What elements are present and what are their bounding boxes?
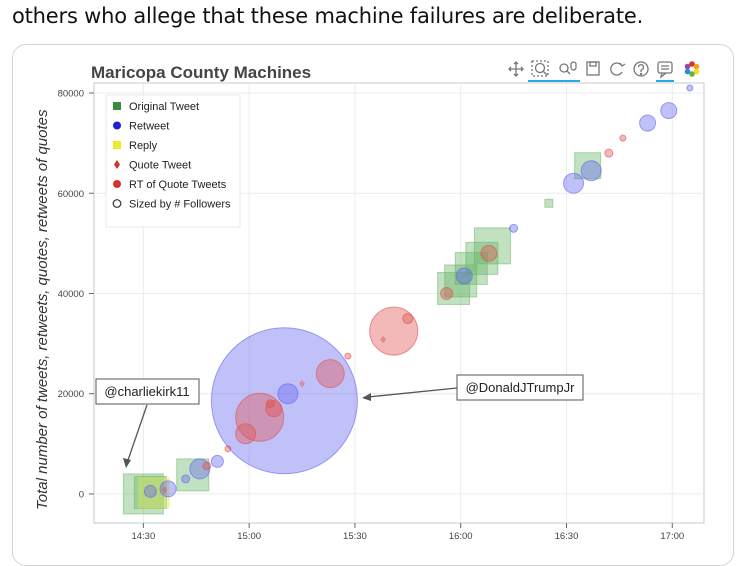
data-point-rt-of-quote-tweets[interactable]	[202, 461, 212, 471]
x-tick-label: 16:00	[449, 531, 473, 542]
tweet-caption: others who allege that these machine fai…	[12, 4, 644, 28]
data-point-rt-of-quote-tweets[interactable]	[224, 445, 232, 453]
data-point-retweet[interactable]	[210, 327, 358, 475]
data-point-retweet[interactable]	[159, 480, 177, 498]
save-icon[interactable]	[586, 61, 600, 76]
y-tick-label: 0	[79, 489, 84, 500]
data-point-retweet[interactable]	[660, 102, 678, 120]
data-point-rt-of-quote-tweets[interactable]	[235, 423, 257, 445]
hover-icon[interactable]	[657, 61, 673, 79]
data-point-rt-of-quote-tweets[interactable]	[344, 352, 352, 360]
annotation-box	[95, 378, 200, 405]
data-point-retweet[interactable]	[181, 474, 191, 484]
data-point-original-tweet[interactable]	[574, 152, 602, 180]
data-point-original-tweet[interactable]	[122, 473, 164, 515]
legend-label: Sized by # Followers	[129, 199, 231, 211]
data-point-reply[interactable]	[138, 477, 170, 509]
y-axis: 0 20000 40000 60000 80000	[58, 89, 94, 500]
annotation-box	[456, 374, 584, 401]
y-tick-label: 20000	[58, 389, 84, 400]
legend-marker	[114, 160, 120, 169]
annotation-arrow	[126, 404, 148, 464]
chart-legend: Original Tweet Retweet Reply Quote Tweet RT …	[105, 94, 241, 228]
legend-marker	[113, 141, 121, 149]
help-icon[interactable]	[633, 61, 649, 77]
data-point-original-tweet[interactable]	[465, 241, 499, 275]
legend-label: Original Tweet	[129, 101, 199, 113]
data-point-rt-of-quote-tweets[interactable]	[265, 399, 275, 409]
scatter-chart[interactable]: Maricopa County Machines	[13, 45, 733, 565]
data-point-rt-of-quote-tweets[interactable]	[402, 313, 414, 325]
data-point-retweet[interactable]	[143, 484, 157, 498]
legend-marker	[113, 121, 121, 130]
data-point-rt-of-quote-tweets[interactable]	[440, 286, 454, 300]
chart-toolbar	[508, 60, 700, 82]
data-point-retweet[interactable]	[580, 160, 602, 182]
data-point-rt-of-quote-tweets[interactable]	[604, 148, 614, 158]
legend-label: Retweet	[129, 121, 169, 133]
data-point-quote-tweet[interactable]	[380, 335, 387, 344]
box-zoom-icon[interactable]	[531, 60, 549, 77]
annotation-label: @DonaldJTrumpJr	[466, 380, 575, 395]
x-tick-label: 15:30	[343, 531, 367, 542]
data-point-rt-of-quote-tweets[interactable]	[235, 392, 285, 442]
y-tick-label: 80000	[58, 89, 84, 100]
x-tick-label: 15:00	[237, 531, 261, 542]
y-tick-label: 60000	[58, 189, 84, 200]
data-point-retweet[interactable]	[277, 383, 299, 405]
annotation-arrow	[367, 387, 458, 398]
wheel-zoom-icon[interactable]	[559, 61, 577, 75]
data-point-original-tweet[interactable]	[444, 264, 478, 298]
chart-card: Maricopa County Machines	[12, 44, 734, 566]
y-tick-label: 40000	[58, 289, 84, 300]
data-point-retweet[interactable]	[455, 267, 473, 285]
data-point-original-tweet[interactable]	[544, 198, 554, 208]
arrow-head-icon	[362, 393, 371, 401]
legend-label: RT of Quote Tweets	[129, 179, 227, 191]
legend-label: Reply	[129, 140, 158, 152]
legend-box	[105, 94, 241, 228]
annotation-donaldjtrumpjr: @DonaldJTrumpJr	[362, 374, 584, 401]
pan-icon[interactable]	[508, 61, 524, 77]
y-axis-label: Total number of tweets, retweets, quotes…	[34, 109, 51, 510]
x-tick-label: 16:30	[555, 531, 579, 542]
data-point-retweet[interactable]	[639, 114, 657, 132]
x-tick-label: 17:00	[660, 531, 684, 542]
annotation-charliekirk11: @charliekirk11	[95, 378, 200, 468]
data-point-rt-of-quote-tweets[interactable]	[619, 134, 627, 142]
data-point-quote-tweet[interactable]	[299, 379, 306, 388]
annotation-label: @charliekirk11	[104, 384, 189, 399]
legend-marker	[113, 102, 121, 110]
x-axis: 14:30 15:00 15:30 16:00 16:30 17:00	[131, 523, 684, 542]
data-point-rt-of-quote-tweets[interactable]	[369, 306, 419, 356]
data-point-retweet[interactable]	[686, 84, 694, 92]
arrow-head-icon	[123, 458, 131, 468]
x-tick-label: 14:30	[131, 531, 155, 542]
legend-marker	[113, 180, 121, 188]
data-point-retweet[interactable]	[509, 223, 519, 233]
legend-marker	[112, 199, 122, 208]
data-point-quote-tweet[interactable]	[161, 486, 168, 494]
data-points	[122, 84, 694, 515]
legend-label: Quote Tweet	[129, 160, 191, 172]
data-point-rt-of-quote-tweets[interactable]	[265, 400, 283, 418]
data-point-rt-of-quote-tweets[interactable]	[480, 244, 498, 262]
chart-title: Maricopa County Machines	[91, 63, 311, 82]
data-point-rt-of-quote-tweets[interactable]	[315, 359, 345, 389]
data-point-retweet[interactable]	[563, 172, 585, 194]
reset-icon[interactable]	[610, 62, 626, 76]
bokeh-logo-icon[interactable]	[684, 61, 700, 77]
data-point-retweet[interactable]	[210, 454, 224, 468]
